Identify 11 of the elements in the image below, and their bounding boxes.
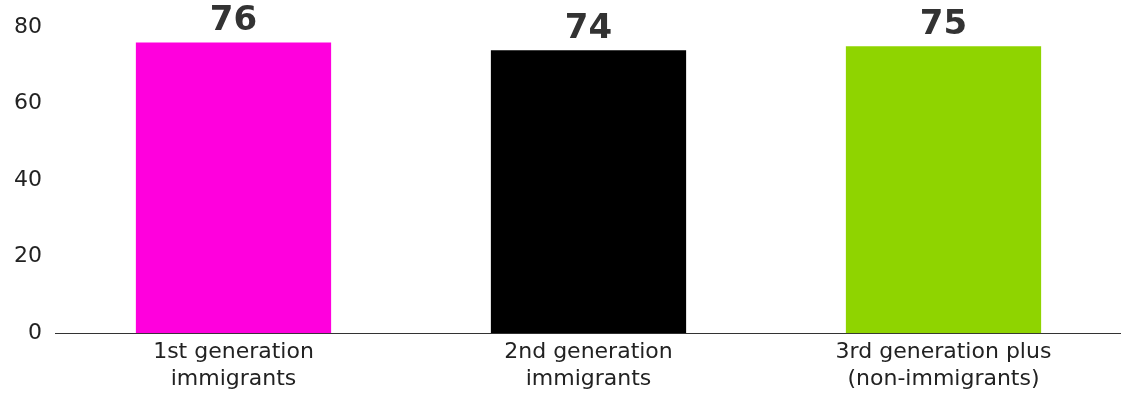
data-label: 76 [209, 0, 258, 39]
y-tick-label: 60 [13, 89, 42, 115]
y-tick-label: 0 [27, 318, 42, 344]
x-tick-label: 2nd generation immigrants [504, 338, 673, 390]
y-tick-label: 80 [13, 12, 42, 38]
y-tick-label: 20 [13, 242, 42, 268]
x-tick-label: 1st generation immigrants [153, 338, 314, 390]
y-tick-label: 40 [13, 165, 42, 191]
x-tick-label: 3rd generation plus (non-immigrants) [835, 338, 1052, 390]
data-label: 74 [564, 5, 613, 46]
data-label: 75 [919, 2, 968, 43]
